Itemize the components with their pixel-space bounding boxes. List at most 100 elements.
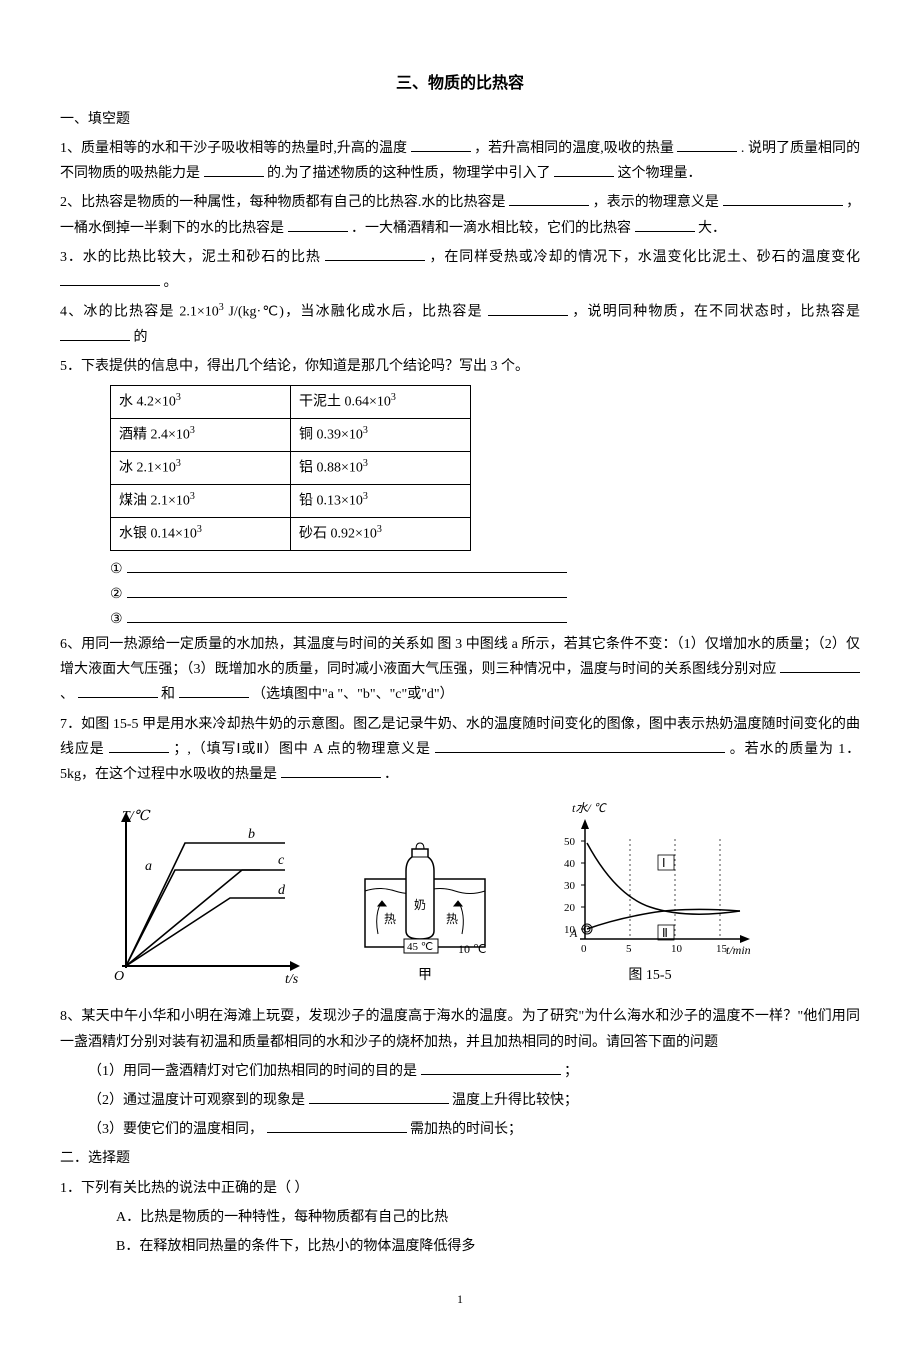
q1-blank-1 [411, 138, 471, 152]
conclusion-line-3: ③ [110, 607, 860, 632]
q1-blank-3 [204, 163, 264, 177]
figures-row: T/℃bacdt/sO 热 热 奶 45 ℃ 10 ℃ 甲 [90, 799, 860, 988]
q4-text-a: 4、冰的比热容是 2.1×10 [60, 305, 219, 320]
q8-2-b: 温度上升得比较快； [452, 1093, 578, 1108]
conclusion-line-1: ① [110, 557, 860, 582]
q1-text-b: ，若升高相同的温度,吸收的热量 [474, 141, 674, 156]
question-8-2: （2）通过温度计可观察到的现象是 温度上升得比较快； [60, 1088, 860, 1113]
q7-blank-3 [281, 764, 381, 778]
table-row: 酒精 2.4×103铜 0.39×103 [111, 419, 471, 452]
question-6: 6、用同一热源给一定质量的水加热，其温度与时间的关系如 图 3 中图线 a 所示… [60, 632, 860, 708]
q8-2-a: （2）通过温度计可观察到的现象是 [88, 1093, 305, 1108]
svg-text:b: b [248, 827, 255, 842]
page-title: 三、物质的比热容 [60, 70, 860, 99]
q2-blank-2 [723, 192, 843, 206]
q3-text-b: ，在同样受热或冷却的情况下，水温变化比泥土、砂石的温度变化 [430, 250, 861, 265]
question-3: 3．水的比热比较大，泥土和砂石的比热 ，在同样受热或冷却的情况下，水温变化比泥土… [60, 245, 860, 295]
figure-line-chart: T/℃bacdt/sO [90, 808, 310, 988]
fig3-caption: 图 15-5 [540, 963, 760, 988]
table-cell: 冰 2.1×103 [111, 452, 291, 485]
fig2-milk-label: 奶 [414, 898, 426, 912]
svg-text:a: a [145, 859, 152, 874]
q8-1-a: （1）用同一盏酒精灯对它们加热相同的时间的目的是 [88, 1064, 417, 1079]
q1-blank-2 [677, 138, 737, 152]
table-cell: 铜 0.39×103 [291, 419, 471, 452]
mc1-option-b: B．在释放相同热量的条件下，比热小的物体温度降低得多 [60, 1234, 860, 1259]
q1-text-d: 的.为了描述物质的这种性质，物理学中引入了 [267, 166, 551, 181]
q7-blank-1 [109, 739, 169, 753]
mc1-option-a: A．比热是物质的一种特性，每种物质都有自己的比热 [60, 1205, 860, 1230]
q3-text-c: 。 [164, 275, 178, 290]
svg-text:30: 30 [564, 880, 576, 892]
q6-text-a: 6、用同一热源给一定质量的水加热，其温度与时间的关系如 图 3 中图线 a 所示… [60, 637, 860, 677]
q6-blank-1 [780, 659, 860, 673]
figure-temperature-curves: 1020304050051015t水/ ℃t/minⅠⅡA 图 15-5 [540, 799, 760, 988]
table-cell: 铅 0.13×103 [291, 484, 471, 517]
q4-blank-2 [60, 327, 130, 341]
question-2: 2、比热容是物质的一种属性，每种物质都有自己的比热容.水的比热容是 ，表示的物理… [60, 190, 860, 240]
table-row: 水银 0.14×103砂石 0.92×103 [111, 517, 471, 550]
svg-text:t/s: t/s [285, 972, 299, 987]
conclusion-blank-2 [127, 584, 567, 598]
svg-text:10: 10 [671, 943, 683, 955]
specific-heat-table: 水 4.2×103干泥土 0.64×103酒精 2.4×103铜 0.39×10… [110, 385, 471, 550]
q3-blank-1 [325, 247, 425, 261]
fig2-caption: 甲 [350, 963, 500, 988]
svg-text:c: c [278, 853, 285, 868]
q8-3-blank [267, 1119, 407, 1133]
q2-blank-4 [635, 218, 695, 232]
table-cell: 干泥土 0.64×103 [291, 386, 471, 419]
fig2-temp-45: 45 ℃ [407, 941, 433, 953]
table-row: 煤油 2.1×103铅 0.13×103 [111, 484, 471, 517]
q4-text-d: 的 [134, 330, 148, 345]
q6-text-b: 、 [60, 687, 74, 702]
question-8: 8、某天中午小华和小明在海滩上玩耍，发现沙子的温度高于海水的温度。为了研究"为什… [60, 1004, 860, 1054]
q7-text-b: ；,（填写Ⅰ或Ⅱ）图中 A 点的物理意义是 [173, 742, 431, 757]
fig2-temp-10: 10 ℃ [458, 942, 486, 956]
fig2-heat-right-icon: 热 [446, 912, 458, 926]
table-cell: 铝 0.88×103 [291, 452, 471, 485]
q2-text-d: ．一大桶酒精和一滴水相比较，它们的比热容 [351, 221, 631, 236]
q4-text-b: J/(kg·℃)，当冰融化成水后，比热容是 [228, 305, 482, 320]
svg-text:T/℃: T/℃ [122, 809, 151, 824]
q1-blank-4 [554, 163, 614, 177]
q2-text-b: ，表示的物理意义是 [593, 195, 719, 210]
q8-3-a: （3）要使它们的温度相同， [88, 1122, 263, 1137]
svg-text:t/min: t/min [726, 943, 751, 957]
section-1-heading: 一、填空题 [60, 107, 860, 132]
conclusion-blank-1 [127, 559, 567, 573]
table-cell: 酒精 2.4×103 [111, 419, 291, 452]
table-cell: 砂石 0.92×103 [291, 517, 471, 550]
table-cell: 煤油 2.1×103 [111, 484, 291, 517]
q2-blank-3 [288, 218, 348, 232]
q4-blank-1 [488, 302, 568, 316]
conclusion-blank-3 [127, 609, 567, 623]
q3-text-a: 3．水的比热比较大，泥土和砂石的比热 [60, 250, 321, 265]
circ-1: ① [110, 557, 123, 582]
section-2-heading: 二．选择题 [60, 1146, 860, 1171]
q8-2-blank [309, 1090, 449, 1104]
table-cell: 水 4.2×103 [111, 386, 291, 419]
q1-text-e: 这个物理量． [618, 166, 702, 181]
mc-question-1: 1．下列有关比热的说法中正确的是（ ） [60, 1176, 860, 1201]
circ-2: ② [110, 582, 123, 607]
q2-blank-1 [509, 192, 589, 206]
q1-text-a: 1、质量相等的水和干沙子吸收相等的热量时,升高的温度 [60, 141, 407, 156]
q2-text-a: 2、比热容是物质的一种属性，每种物质都有自己的比热容.水的比热容是 [60, 195, 506, 210]
q8-1-b: ； [564, 1064, 578, 1079]
table-cell: 水银 0.14×103 [111, 517, 291, 550]
svg-text:O: O [114, 969, 124, 984]
svg-text:5: 5 [626, 943, 632, 955]
svg-text:50: 50 [564, 836, 576, 848]
fig2-heat-left-icon: 热 [384, 912, 396, 926]
q6-text-c: 和 [161, 687, 175, 702]
question-7: 7．如图 15-5 甲是用水来冷却热牛奶的示意图。图乙是记录牛奶、水的温度随时间… [60, 712, 860, 788]
circ-3: ③ [110, 607, 123, 632]
q6-text-d: （选填图中"a "、"b"、"c"或"d"） [252, 687, 454, 702]
q3-blank-2 [60, 272, 160, 286]
question-5: 5．下表提供的信息中，得出几个结论，你知道是那几个结论吗？写出 3 个。 [60, 354, 860, 379]
q6-blank-2 [78, 684, 158, 698]
q2-text-e: 大． [698, 221, 726, 236]
question-4: 4、冰的比热容是 2.1×103 J/(kg·℃)，当冰融化成水后，比热容是 ，… [60, 299, 860, 350]
table-row: 冰 2.1×103铝 0.88×103 [111, 452, 471, 485]
